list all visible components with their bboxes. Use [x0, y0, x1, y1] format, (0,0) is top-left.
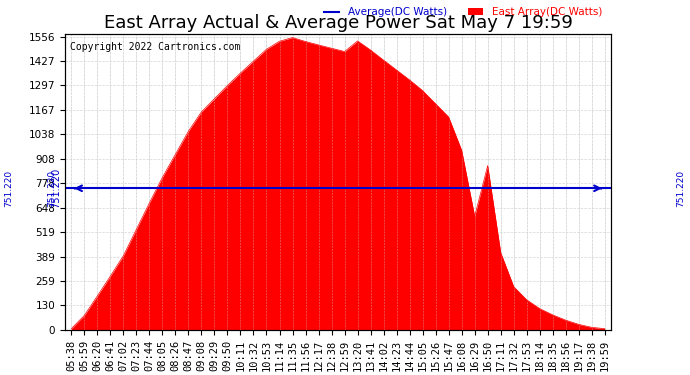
Text: 751.220: 751.220: [51, 168, 61, 208]
Text: 751.220: 751.220: [48, 170, 57, 207]
Title: East Array Actual & Average Power Sat May 7 19:59: East Array Actual & Average Power Sat Ma…: [104, 14, 573, 32]
Legend: Average(DC Watts), East Array(DC Watts): Average(DC Watts), East Array(DC Watts): [319, 3, 606, 22]
Text: 751.220: 751.220: [677, 170, 686, 207]
Text: 751.220: 751.220: [4, 170, 13, 207]
Text: Copyright 2022 Cartronics.com: Copyright 2022 Cartronics.com: [70, 42, 241, 52]
